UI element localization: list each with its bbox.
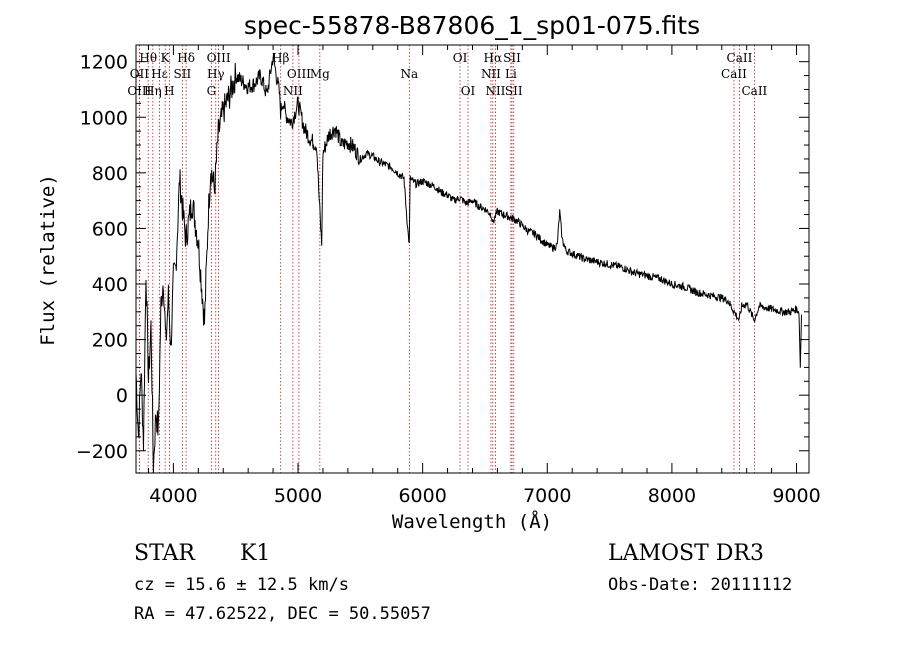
y-tick-label--200: −200 [76, 441, 128, 463]
survey-name: LAMOST DR3 [608, 541, 764, 566]
x-tick-label-5000: 5000 [274, 485, 322, 507]
spectral-line-label-22: SII [503, 51, 521, 65]
x-tick-label-7000: 7000 [523, 485, 571, 507]
spectral-line-label-25: CaII [727, 51, 753, 65]
object-subclass: K1 [240, 541, 270, 566]
spectral-line-label-6: Hδ [177, 51, 195, 65]
observation-date: Obs-Date: 20111112 [608, 575, 792, 595]
spectral-line-label-9: OIII [207, 51, 231, 65]
spectral-line-label-11: G [207, 84, 217, 98]
y-tick-label-1200: 1200 [80, 52, 128, 74]
y-tick-label-200: 200 [92, 330, 128, 352]
y-tick-label-800: 800 [92, 163, 128, 185]
x-axis-label: Wavelength (Å) [392, 510, 552, 533]
spectral-line-label-15: Mg [310, 67, 330, 81]
spectral-line-label-13: OIII [287, 67, 311, 81]
y-tick-label-0: 0 [116, 385, 128, 407]
spectral-line-label-1: OII [130, 67, 150, 81]
chart-title: spec-55878-B87806_1_sp01-075.fits [244, 11, 700, 40]
spectrum-series-line [135, 53, 802, 474]
spectral-line-label-26: CaII [721, 67, 747, 81]
spectral-line-markers [138, 45, 755, 473]
spectral-line-label-17: OI [453, 51, 468, 65]
spectral-line-label-2: OIII [127, 84, 151, 98]
plot-frame [135, 44, 810, 474]
coordinates: RA = 47.62522, DEC = 50.55057 [134, 604, 431, 624]
object-class: STAR [134, 541, 196, 566]
x-tick-label-6000: 6000 [398, 485, 446, 507]
spectral-line-label-7: SII [174, 67, 192, 81]
spectral-line-label-19: Hα [484, 51, 503, 65]
spectral-line-label-27: CaII [741, 84, 767, 98]
spectral-line-label-3: K [161, 51, 171, 65]
x-tick-label-8000: 8000 [648, 485, 696, 507]
spectral-line-label-8: H [164, 84, 174, 98]
spectral-line-label-24: SII [505, 84, 523, 98]
y-tick-label-600: 600 [92, 218, 128, 240]
spectral-line-label-10: Hγ [207, 67, 225, 81]
x-tick-label-9000: 9000 [772, 485, 820, 507]
y-axis-label: Flux (relative) [37, 174, 59, 346]
spectral-line-label-21: NII [485, 84, 505, 98]
spectral-line-label-14: NII [283, 84, 303, 98]
spectral-line-label-23: Li [505, 67, 517, 81]
spectral-line-label-16: Na [400, 67, 418, 81]
spectral-line-label-20: NII [481, 67, 501, 81]
x-axis-ticks: 4000 5000 6000 7000 8000 9000 [147, 45, 821, 507]
y-axis-ticks: −200 0 200 400 600 800 1000 1200 [76, 52, 809, 463]
spectral-line-label-12: Hβ [272, 51, 289, 65]
spectral-line-label-18: OI [461, 84, 476, 98]
y-tick-label-1000: 1000 [80, 107, 128, 129]
spectral-line-label-0: Hθ [139, 51, 157, 65]
spectral-line-label-5: Hη [144, 84, 162, 98]
redshift-cz: cz = 15.6 ± 12.5 km/s [134, 575, 349, 595]
y-tick-label-400: 400 [92, 274, 128, 296]
x-tick-label-4000: 4000 [149, 485, 197, 507]
spectral-line-label-4: Hε [151, 67, 168, 81]
